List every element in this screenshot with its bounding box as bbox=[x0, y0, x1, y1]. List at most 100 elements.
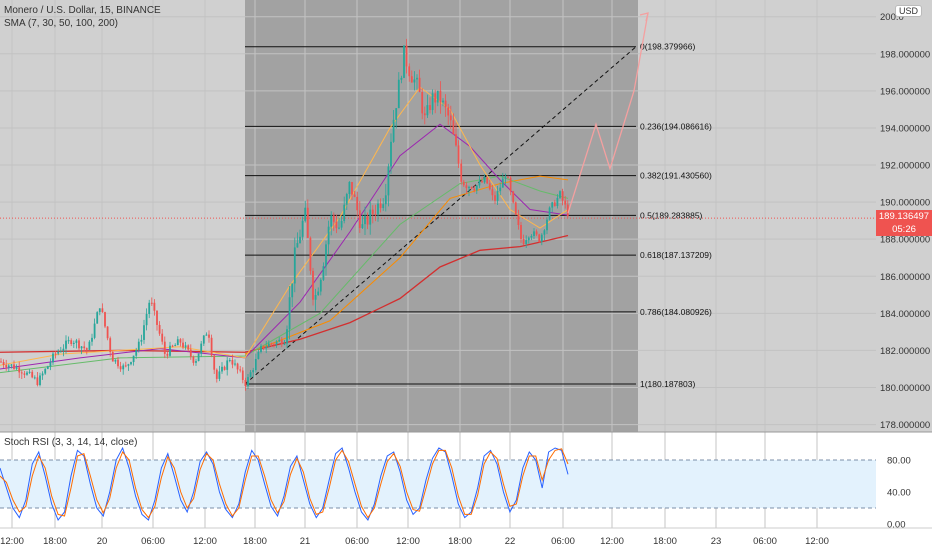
projection-arrowhead bbox=[639, 12, 649, 22]
y-tick-label: 186.000000 bbox=[880, 272, 930, 283]
candle-body bbox=[166, 353, 169, 356]
candle-body bbox=[179, 339, 182, 343]
candle-body bbox=[556, 197, 559, 207]
x-tick-label: 12:00 bbox=[0, 536, 24, 547]
candle-body bbox=[106, 326, 109, 339]
candle-body bbox=[85, 348, 88, 350]
candle-body bbox=[226, 360, 229, 370]
candle-body bbox=[507, 177, 509, 179]
y-tick-label: 178.000000 bbox=[880, 420, 930, 431]
candle-body bbox=[392, 119, 395, 142]
candle-body bbox=[88, 341, 91, 350]
candle-body bbox=[423, 113, 426, 116]
candle-body bbox=[101, 308, 104, 313]
candle-body bbox=[28, 371, 31, 373]
candle-body bbox=[44, 368, 47, 374]
candle-body bbox=[122, 365, 125, 370]
candle-body bbox=[449, 115, 452, 121]
x-tick-label: 18:00 bbox=[43, 536, 67, 547]
candle-body bbox=[499, 187, 502, 192]
fibonacci-retracement[interactable]: 0(198.379966) 0.236(194.086616) 0.382(191.… bbox=[0, 42, 876, 389]
candle-body bbox=[473, 188, 476, 191]
candle-body bbox=[361, 224, 364, 228]
candle-body bbox=[234, 363, 236, 365]
candle-body bbox=[436, 90, 439, 103]
candle-body bbox=[434, 93, 437, 103]
candle-body bbox=[452, 120, 455, 135]
candle-body bbox=[150, 302, 153, 304]
price-axis[interactable]: 178.000000 180.000000 182.000000 184.000000… bbox=[880, 12, 930, 431]
candle-body bbox=[465, 185, 468, 189]
candle-body bbox=[530, 235, 533, 238]
candle-body bbox=[348, 181, 351, 194]
candle-body bbox=[288, 297, 291, 330]
candle-body bbox=[317, 291, 320, 296]
candle-body bbox=[174, 345, 177, 347]
y-tick-label: 190.000000 bbox=[880, 198, 930, 209]
x-tick-label: 12:00 bbox=[805, 536, 829, 547]
candle-body bbox=[158, 324, 161, 334]
candle-body bbox=[197, 353, 200, 362]
candle-body bbox=[335, 221, 338, 229]
x-tick-label: 06:00 bbox=[141, 536, 165, 547]
candle-body bbox=[169, 345, 171, 356]
candle-body bbox=[5, 365, 8, 368]
candle-body bbox=[481, 181, 483, 183]
candle-body bbox=[377, 203, 379, 215]
candle-body bbox=[153, 302, 156, 311]
currency-badge[interactable]: USD bbox=[895, 5, 923, 17]
candle-body bbox=[522, 238, 525, 245]
candle-body bbox=[475, 185, 478, 191]
candle-body bbox=[382, 204, 385, 209]
candle-body bbox=[236, 363, 239, 370]
candle-body bbox=[460, 163, 463, 182]
candle-body bbox=[496, 191, 499, 201]
x-tick-label: 18:00 bbox=[653, 536, 677, 547]
candle-body bbox=[13, 364, 15, 369]
fib-level-label: 0.786(184.080926) bbox=[640, 307, 712, 317]
candle-body bbox=[117, 359, 119, 367]
time-axis[interactable]: 12:00 18:00 20 06:00 12:00 18:00 21 06:00 12:00 1… bbox=[0, 536, 829, 547]
candle-body bbox=[41, 373, 44, 376]
candle-body bbox=[262, 345, 265, 349]
candle-body bbox=[533, 231, 535, 236]
candle-body bbox=[244, 379, 247, 386]
candle-body bbox=[78, 340, 80, 349]
x-tick-label: 23 bbox=[711, 536, 722, 547]
candle-body bbox=[267, 343, 270, 347]
candle-body bbox=[421, 92, 424, 114]
candle-body bbox=[130, 362, 132, 365]
candle-body bbox=[540, 234, 543, 242]
candle-body bbox=[280, 339, 283, 345]
candle-body bbox=[59, 351, 62, 353]
candle-body bbox=[7, 365, 10, 368]
candle-body bbox=[145, 313, 148, 326]
candle-body bbox=[546, 219, 548, 231]
candle-body bbox=[325, 244, 327, 267]
candle-body bbox=[291, 283, 294, 298]
candle-body bbox=[265, 346, 268, 349]
candle-body bbox=[429, 105, 431, 111]
candle-body bbox=[548, 207, 551, 220]
candle-body bbox=[400, 77, 403, 80]
candle-body bbox=[72, 342, 75, 344]
candle-body bbox=[309, 237, 312, 271]
candle-body bbox=[395, 108, 398, 120]
stoch-d-line bbox=[0, 448, 569, 519]
candle-body bbox=[93, 323, 96, 338]
candle-body bbox=[2, 361, 5, 366]
candle-body bbox=[0, 361, 2, 363]
candle-body bbox=[416, 77, 418, 80]
candle-body bbox=[351, 181, 353, 195]
candle-body bbox=[200, 343, 203, 354]
x-tick-label: 12:00 bbox=[193, 536, 217, 547]
x-tick-label: 18:00 bbox=[243, 536, 267, 547]
candle-body bbox=[54, 353, 57, 355]
candle-body bbox=[286, 329, 288, 344]
y-tick-label: 188.000000 bbox=[880, 235, 930, 246]
candle-body bbox=[405, 45, 408, 67]
candle-body bbox=[210, 337, 213, 356]
candle-body bbox=[494, 195, 496, 201]
candle-body bbox=[478, 181, 481, 186]
